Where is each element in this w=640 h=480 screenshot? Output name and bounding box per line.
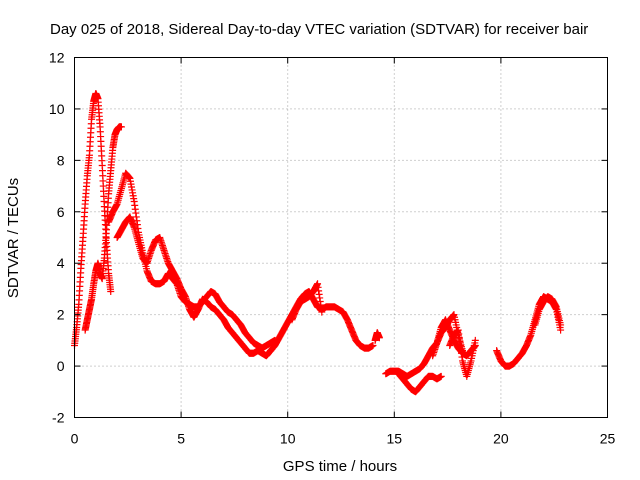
x-tick-label: 10 xyxy=(280,431,296,447)
data-point xyxy=(375,334,383,342)
series-segment-6 xyxy=(288,280,326,324)
x-tick-labels: 0 5 10 15 20 25 xyxy=(71,431,616,447)
data-point xyxy=(318,308,326,316)
y-axis-label: SDTVAR / TECUs xyxy=(5,178,22,298)
data-point xyxy=(471,336,479,344)
series-segment-11 xyxy=(446,326,479,380)
y-tick-label: 0 xyxy=(57,358,65,374)
y-tick-label: 4 xyxy=(57,255,65,271)
data-point xyxy=(369,342,377,349)
x-tick-label: 5 xyxy=(177,431,185,447)
grid xyxy=(74,57,608,418)
series-segment-9 xyxy=(395,370,445,396)
x-axis-label: GPS time / hours xyxy=(283,458,397,475)
y-tick-label: 6 xyxy=(57,204,65,220)
y-tick-labels: -2 0 2 4 6 8 10 12 xyxy=(49,50,65,426)
series-segment-13 xyxy=(531,293,565,329)
chart-title: Day 025 of 2018, Sidereal Day-to-day VTE… xyxy=(50,21,588,38)
x-tick-label: 25 xyxy=(600,431,616,447)
data-points xyxy=(71,90,565,396)
series-segment-2 xyxy=(81,123,125,334)
data-point xyxy=(437,372,445,380)
y-tick-label: 8 xyxy=(57,152,65,168)
y-tick-label: -2 xyxy=(52,410,65,426)
data-point xyxy=(117,123,125,131)
series-segment-4 xyxy=(113,213,275,360)
axis-ticks xyxy=(74,57,608,418)
series-segment-7 xyxy=(371,329,383,344)
x-tick-label: 0 xyxy=(71,431,79,447)
y-tick-label: 2 xyxy=(57,307,65,323)
y-tick-label: 10 xyxy=(49,101,65,117)
data-point xyxy=(107,288,115,295)
series-segment-5 xyxy=(267,288,377,355)
x-tick-label: 15 xyxy=(387,431,403,447)
series-segment-12 xyxy=(493,293,565,370)
y-tick-label: 12 xyxy=(49,50,65,66)
data-point xyxy=(557,321,565,329)
plot-frame xyxy=(74,57,608,418)
series-segment-3 xyxy=(105,169,279,352)
x-tick-label: 20 xyxy=(493,431,509,447)
